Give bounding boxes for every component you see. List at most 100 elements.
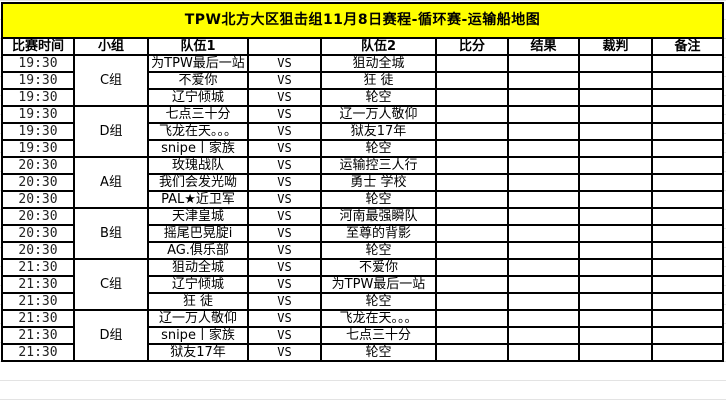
result-cell[interactable] bbox=[507, 173, 580, 192]
team1-cell[interactable]: 辽宁倾城 bbox=[147, 275, 249, 294]
notes-cell[interactable] bbox=[651, 105, 724, 124]
team1-cell[interactable]: 天津皇城 bbox=[147, 207, 249, 226]
notes-cell[interactable] bbox=[651, 71, 724, 90]
notes-cell[interactable] bbox=[651, 122, 724, 141]
match-time[interactable]: 19:30 bbox=[1, 54, 75, 73]
team2-cell[interactable]: 勇士 学校 bbox=[320, 173, 437, 192]
team2-cell[interactable]: 至尊的背影 bbox=[320, 224, 437, 243]
score-cell[interactable] bbox=[435, 326, 509, 345]
score-cell[interactable] bbox=[435, 54, 509, 73]
header-result[interactable]: 结果 bbox=[507, 37, 580, 56]
referee-cell[interactable] bbox=[578, 326, 653, 345]
vs-cell[interactable]: VS bbox=[247, 88, 322, 107]
notes-cell[interactable] bbox=[651, 275, 724, 294]
score-cell[interactable] bbox=[435, 190, 509, 209]
score-cell[interactable] bbox=[435, 139, 509, 158]
match-time[interactable]: 20:30 bbox=[1, 207, 75, 226]
team2-cell[interactable]: 为TPW最后一站 bbox=[320, 275, 437, 294]
match-time[interactable]: 21:30 bbox=[1, 292, 75, 311]
team1-cell[interactable]: AG.俱乐部 bbox=[147, 241, 249, 260]
notes-cell[interactable] bbox=[651, 309, 724, 328]
match-time[interactable]: 19:30 bbox=[1, 88, 75, 107]
match-time[interactable]: 19:30 bbox=[1, 122, 75, 141]
score-cell[interactable] bbox=[435, 241, 509, 260]
referee-cell[interactable] bbox=[578, 139, 653, 158]
team1-cell[interactable]: 辽宁倾城 bbox=[147, 88, 249, 107]
score-cell[interactable] bbox=[435, 343, 509, 362]
team1-cell[interactable]: 飞龙在天。。。 bbox=[147, 122, 249, 141]
header-notes[interactable]: 备注 bbox=[651, 37, 724, 56]
notes-cell[interactable] bbox=[651, 224, 724, 243]
referee-cell[interactable] bbox=[578, 190, 653, 209]
team1-cell[interactable]: 七点三十分 bbox=[147, 105, 249, 124]
match-time[interactable]: 21:30 bbox=[1, 343, 75, 362]
vs-cell[interactable]: VS bbox=[247, 207, 322, 226]
result-cell[interactable] bbox=[507, 275, 580, 294]
match-time[interactable]: 20:30 bbox=[1, 190, 75, 209]
referee-cell[interactable] bbox=[578, 54, 653, 73]
result-cell[interactable] bbox=[507, 105, 580, 124]
team1-cell[interactable]: 为TPW最后一站 bbox=[147, 54, 249, 73]
notes-cell[interactable] bbox=[651, 258, 724, 277]
score-cell[interactable] bbox=[435, 122, 509, 141]
team2-cell[interactable]: 轮空 bbox=[320, 190, 437, 209]
vs-cell[interactable]: VS bbox=[247, 54, 322, 73]
notes-cell[interactable] bbox=[651, 173, 724, 192]
result-cell[interactable] bbox=[507, 224, 580, 243]
referee-cell[interactable] bbox=[578, 275, 653, 294]
result-cell[interactable] bbox=[507, 207, 580, 226]
sheet-title[interactable]: TPW北方大区狙击组11月8日赛程-循环赛-运输船地图 bbox=[1, 2, 724, 39]
notes-cell[interactable] bbox=[651, 207, 724, 226]
match-time[interactable]: 21:30 bbox=[1, 258, 75, 277]
match-time[interactable]: 20:30 bbox=[1, 241, 75, 260]
notes-cell[interactable] bbox=[651, 88, 724, 107]
team2-cell[interactable]: 运输控三人行 bbox=[320, 156, 437, 175]
match-time[interactable]: 19:30 bbox=[1, 105, 75, 124]
notes-cell[interactable] bbox=[651, 326, 724, 345]
referee-cell[interactable] bbox=[578, 258, 653, 277]
result-cell[interactable] bbox=[507, 241, 580, 260]
team2-cell[interactable]: 狙动全城 bbox=[320, 54, 437, 73]
team2-cell[interactable]: 轮空 bbox=[320, 241, 437, 260]
vs-cell[interactable]: VS bbox=[247, 292, 322, 311]
team2-cell[interactable]: 狂 徒 bbox=[320, 71, 437, 90]
team2-cell[interactable]: 轮空 bbox=[320, 343, 437, 362]
result-cell[interactable] bbox=[507, 54, 580, 73]
score-cell[interactable] bbox=[435, 224, 509, 243]
vs-cell[interactable]: VS bbox=[247, 190, 322, 209]
notes-cell[interactable] bbox=[651, 156, 724, 175]
score-cell[interactable] bbox=[435, 309, 509, 328]
header-score[interactable]: 比分 bbox=[435, 37, 509, 56]
group-cell[interactable]: D组 bbox=[73, 309, 149, 362]
vs-cell[interactable]: VS bbox=[247, 309, 322, 328]
referee-cell[interactable] bbox=[578, 292, 653, 311]
score-cell[interactable] bbox=[435, 292, 509, 311]
notes-cell[interactable] bbox=[651, 292, 724, 311]
match-time[interactable]: 19:30 bbox=[1, 71, 75, 90]
notes-cell[interactable] bbox=[651, 343, 724, 362]
team2-cell[interactable]: 七点三十分 bbox=[320, 326, 437, 345]
team1-cell[interactable]: snipe丨家族 bbox=[147, 326, 249, 345]
vs-cell[interactable]: VS bbox=[247, 173, 322, 192]
team1-cell[interactable]: PAL★近卫军 bbox=[147, 190, 249, 209]
vs-cell[interactable]: VS bbox=[247, 139, 322, 158]
header-time[interactable]: 比赛时间 bbox=[1, 37, 75, 56]
team1-cell[interactable]: 玫瑰战队 bbox=[147, 156, 249, 175]
referee-cell[interactable] bbox=[578, 122, 653, 141]
team1-cell[interactable]: 狂 徒 bbox=[147, 292, 249, 311]
group-cell[interactable]: A组 bbox=[73, 156, 149, 209]
score-cell[interactable] bbox=[435, 71, 509, 90]
group-cell[interactable]: B组 bbox=[73, 207, 149, 260]
team1-cell[interactable]: 狙动全城 bbox=[147, 258, 249, 277]
group-cell[interactable]: D组 bbox=[73, 105, 149, 158]
group-cell[interactable]: C组 bbox=[73, 258, 149, 311]
team1-cell[interactable]: 我们会发光呦 bbox=[147, 173, 249, 192]
notes-cell[interactable] bbox=[651, 190, 724, 209]
team2-cell[interactable]: 狱友17年 bbox=[320, 122, 437, 141]
referee-cell[interactable] bbox=[578, 224, 653, 243]
score-cell[interactable] bbox=[435, 105, 509, 124]
referee-cell[interactable] bbox=[578, 173, 653, 192]
team2-cell[interactable]: 河南最强瞬队 bbox=[320, 207, 437, 226]
header-team2[interactable]: 队伍2 bbox=[320, 37, 437, 56]
vs-cell[interactable]: VS bbox=[247, 71, 322, 90]
